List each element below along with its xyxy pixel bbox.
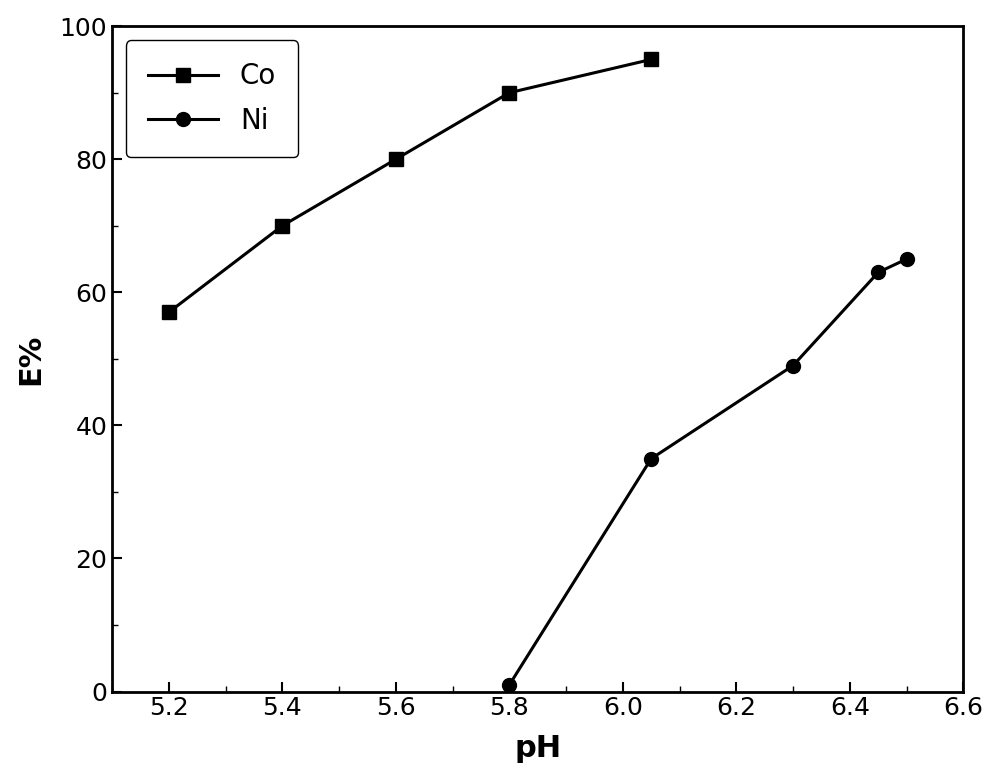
Ni <box>872 268 884 277</box>
Ni <box>645 454 657 463</box>
Co <box>503 88 515 98</box>
X-axis label: pH: pH <box>514 734 561 764</box>
Co <box>645 55 657 64</box>
Ni <box>901 254 913 264</box>
Co <box>276 221 288 230</box>
Co <box>390 154 402 164</box>
Line: Co: Co <box>162 52 658 319</box>
Legend: Co, Ni: Co, Ni <box>126 40 298 157</box>
Line: Ni: Ni <box>502 252 914 692</box>
Ni <box>503 680 515 690</box>
Co <box>163 307 175 317</box>
Ni <box>787 361 799 370</box>
Y-axis label: E%: E% <box>17 333 46 385</box>
